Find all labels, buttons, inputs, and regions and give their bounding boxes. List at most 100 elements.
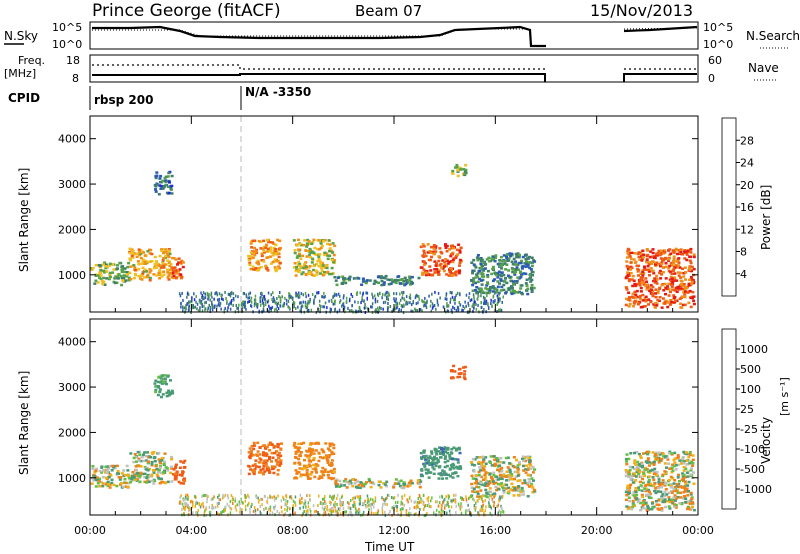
scatter-cell xyxy=(441,259,445,262)
scatter-cell xyxy=(688,289,692,293)
scatter-cell xyxy=(152,482,156,485)
scatter-cell xyxy=(692,508,696,512)
scatter-cell xyxy=(330,451,334,454)
scatter-cell xyxy=(631,284,635,288)
scatter-cell xyxy=(276,238,280,242)
scatter-cell xyxy=(493,462,497,466)
scatter-cell xyxy=(475,290,479,294)
scatter-cell xyxy=(172,274,176,278)
scatter-cell xyxy=(296,238,300,242)
scatter-cell xyxy=(477,495,481,498)
scatter-cell xyxy=(354,478,358,482)
scatter-cell xyxy=(342,303,344,306)
scatter-cell xyxy=(489,285,492,289)
scatter-cell xyxy=(182,299,184,302)
scatter-cell xyxy=(377,511,379,515)
scatter-cell xyxy=(252,447,256,451)
scatter-cell xyxy=(679,287,683,290)
scatter-cell xyxy=(442,447,446,451)
scatter-cell xyxy=(263,494,266,498)
scatter-cell xyxy=(472,263,476,266)
scatter-cell xyxy=(304,473,308,477)
scatter-cell xyxy=(672,482,676,485)
scatter-cell xyxy=(429,251,433,254)
scatter-cell xyxy=(123,270,127,274)
scatter-cell xyxy=(498,263,502,266)
scatter-cell xyxy=(139,465,143,468)
scatter-cell xyxy=(179,482,183,485)
scatter-cell xyxy=(232,303,234,307)
scatter-cell xyxy=(133,453,137,456)
scatter-cell xyxy=(458,375,462,379)
scatter-cell xyxy=(473,303,476,307)
scatter-cell xyxy=(435,307,437,311)
scatter-cell xyxy=(363,299,365,303)
scatter-cell xyxy=(195,295,197,299)
scatter-cell xyxy=(472,303,474,307)
scatter-cell xyxy=(327,239,331,242)
scatter-cell xyxy=(661,479,665,482)
scatter-cell xyxy=(421,309,423,313)
scatter-cell xyxy=(637,472,641,476)
scatter-cell xyxy=(507,269,511,272)
scatter-cell xyxy=(629,478,633,481)
scatter-cell xyxy=(276,297,278,300)
scatter-cell xyxy=(211,308,214,312)
scatter-cell xyxy=(661,257,665,261)
scatter-cell xyxy=(629,483,633,487)
scatter-cell xyxy=(512,257,516,261)
scatter-cell xyxy=(263,295,266,298)
scatter-cell xyxy=(348,299,351,303)
scatter-cell xyxy=(110,481,114,485)
scatter-cell xyxy=(498,282,502,285)
scatter-cell xyxy=(504,456,508,460)
scatter-cell xyxy=(512,494,516,497)
scatter-cell xyxy=(367,504,369,508)
scatter-cell xyxy=(498,460,502,464)
scatter-cell xyxy=(305,305,307,309)
scatter-cell xyxy=(217,495,219,499)
scatter-cell xyxy=(368,479,372,483)
scatter-cell xyxy=(475,506,477,509)
scatter-cell xyxy=(117,476,121,479)
scatter-cell xyxy=(681,303,685,307)
scatter-cell xyxy=(498,499,500,503)
scatter-cell xyxy=(180,305,182,309)
scatter-cell xyxy=(498,308,500,312)
scatter-cell xyxy=(454,499,456,503)
scatter-cell xyxy=(304,503,307,507)
scatter-cell xyxy=(232,498,234,502)
scatter-cell xyxy=(493,501,495,505)
scatter-cell xyxy=(249,242,253,245)
scatter-cell xyxy=(270,306,272,310)
scatter-cell xyxy=(247,296,249,300)
scatter-cell xyxy=(639,484,643,487)
scatter-cell xyxy=(273,266,277,269)
scatter-cell xyxy=(458,269,462,273)
scatter-cell xyxy=(204,308,206,312)
time-tick-label: 00:00 xyxy=(74,524,106,537)
scatter-cell xyxy=(154,175,158,178)
scatter-cell xyxy=(291,296,293,300)
scatter-cell xyxy=(507,288,511,291)
scatter-cell xyxy=(672,259,675,263)
scatter-cell xyxy=(178,268,182,271)
scatter-cell xyxy=(530,286,533,290)
scatter-cell xyxy=(434,464,438,468)
scatter-cell xyxy=(501,488,505,491)
scatter-cell xyxy=(165,394,169,398)
scatter-cell xyxy=(645,283,649,287)
scatter-cell xyxy=(453,307,456,311)
scatter-cell xyxy=(318,455,322,459)
scatter-cell xyxy=(326,306,328,310)
scatter-cell xyxy=(663,490,667,494)
scatter-cell xyxy=(492,294,495,298)
scatter-cell xyxy=(213,297,215,301)
scatter-cell xyxy=(692,267,696,271)
scatter-cell xyxy=(115,264,119,267)
scatter-cell xyxy=(496,276,500,279)
scatter-cell xyxy=(665,493,669,496)
scatter-cell xyxy=(208,505,211,509)
scatter-cell xyxy=(249,251,253,254)
